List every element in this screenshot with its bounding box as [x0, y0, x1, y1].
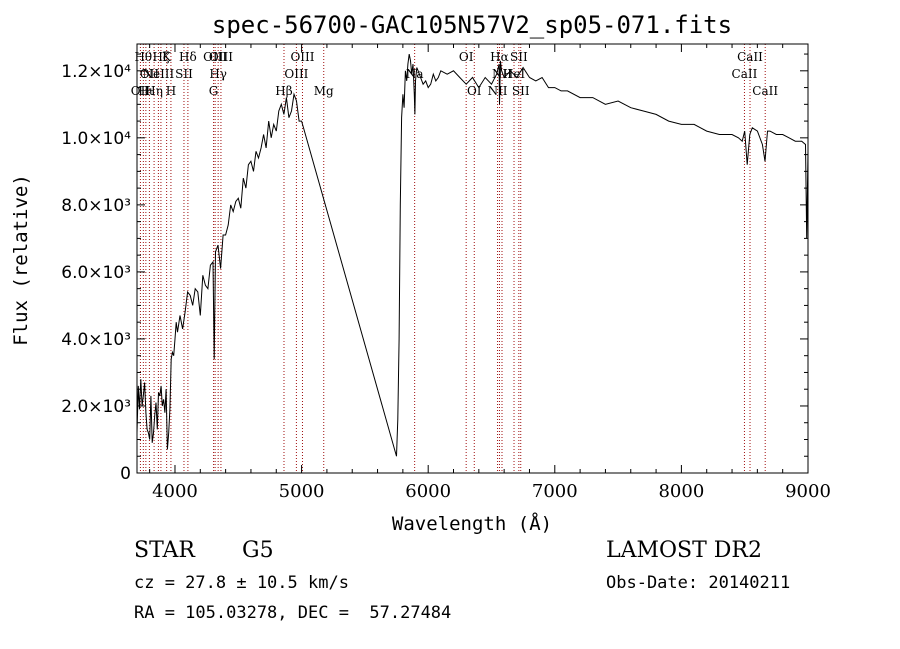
line-marker-label: NeIII	[142, 67, 174, 81]
y-tick-label: 1.0×10⁴	[61, 129, 131, 149]
y-tick-label: 1.2×10⁴	[61, 62, 131, 82]
line-marker-label: OIII	[290, 50, 314, 64]
y-tick-label: 4.0×10³	[61, 330, 131, 350]
line-marker-label: CaII	[732, 67, 758, 81]
line-marker-label: Hθ	[134, 50, 152, 64]
line-marker-label: CaII	[737, 50, 763, 64]
survey-name: LAMOST DR2	[606, 538, 762, 563]
line-marker-label: SII	[512, 84, 530, 98]
line-marker-label: OIII	[203, 50, 227, 64]
line-marker-label: NII	[488, 84, 508, 98]
line-marker-label: SII	[175, 67, 193, 81]
y-tick-label: 2.0×10³	[61, 397, 131, 417]
object-class: STAR	[134, 538, 195, 563]
line-marker-label: OI	[467, 84, 482, 98]
line-marker-label: SII	[510, 50, 528, 64]
x-tick-label: 8000	[658, 481, 704, 502]
x-tick-label: 9000	[785, 481, 831, 502]
line-marker-label: Hη	[145, 84, 163, 98]
x-axis: 4000 5000 6000 7000 8000 9000	[149, 44, 831, 502]
chart-title: spec-56700-GAC105N57V2_sp05-071.fits	[212, 11, 732, 39]
y-axis: 0 2.0×10³ 4.0×10³ 6.0×10³ 8.0×10³ 1.0×10⁴ 1.2×…	[61, 53, 808, 484]
x-tick-label: 5000	[279, 481, 325, 502]
line-marker-label: Hδ	[179, 50, 197, 64]
line-marker-label: OIII	[209, 50, 233, 64]
line-marker-label: OIII	[284, 67, 308, 81]
line-marker-label: Mg	[314, 84, 334, 98]
line-marker-label: Hγ	[209, 67, 227, 81]
line-marker-label: OII	[131, 84, 151, 98]
observation-date: Obs-Date: 20140211	[606, 573, 791, 593]
line-marker-label: Hι	[138, 84, 153, 98]
line-marker-label: Hζ	[152, 50, 169, 64]
y-tick-label: 0	[120, 464, 131, 484]
line-marker-label: OI	[459, 50, 474, 64]
x-tick-label: 4000	[152, 481, 198, 502]
spectrum-line	[136, 54, 809, 457]
coordinates: RA = 105.03278, DEC = 57.27484	[134, 603, 452, 623]
plot-frame	[136, 43, 809, 474]
object-subclass: G5	[242, 538, 274, 563]
line-marker-label: CaII	[752, 84, 778, 98]
line-marker-label: K	[162, 50, 172, 64]
x-tick-label: 7000	[532, 481, 578, 502]
x-axis-label: Wavelength (Å)	[392, 512, 552, 535]
redshift-cz: cz = 27.8 ± 10.5 km/s	[134, 573, 349, 593]
line-marker-label: Na	[406, 67, 424, 81]
line-marker-label: Hα	[490, 50, 509, 64]
y-tick-label: 6.0×10³	[61, 263, 131, 283]
y-tick-label: 8.0×10³	[61, 196, 131, 216]
line-marker-label: G	[209, 84, 219, 98]
line-markers	[139, 44, 766, 473]
y-axis-label: Flux (relative)	[10, 174, 32, 346]
line-marker-label: H	[166, 84, 176, 98]
line-marker-label: Hβ	[275, 84, 292, 98]
x-tick-label: 6000	[405, 481, 451, 502]
line-marker-labels: OIIHθHιOIIHηNeIIIHζKHSIIHδGOIIIHγOIIIHβO…	[131, 50, 779, 98]
